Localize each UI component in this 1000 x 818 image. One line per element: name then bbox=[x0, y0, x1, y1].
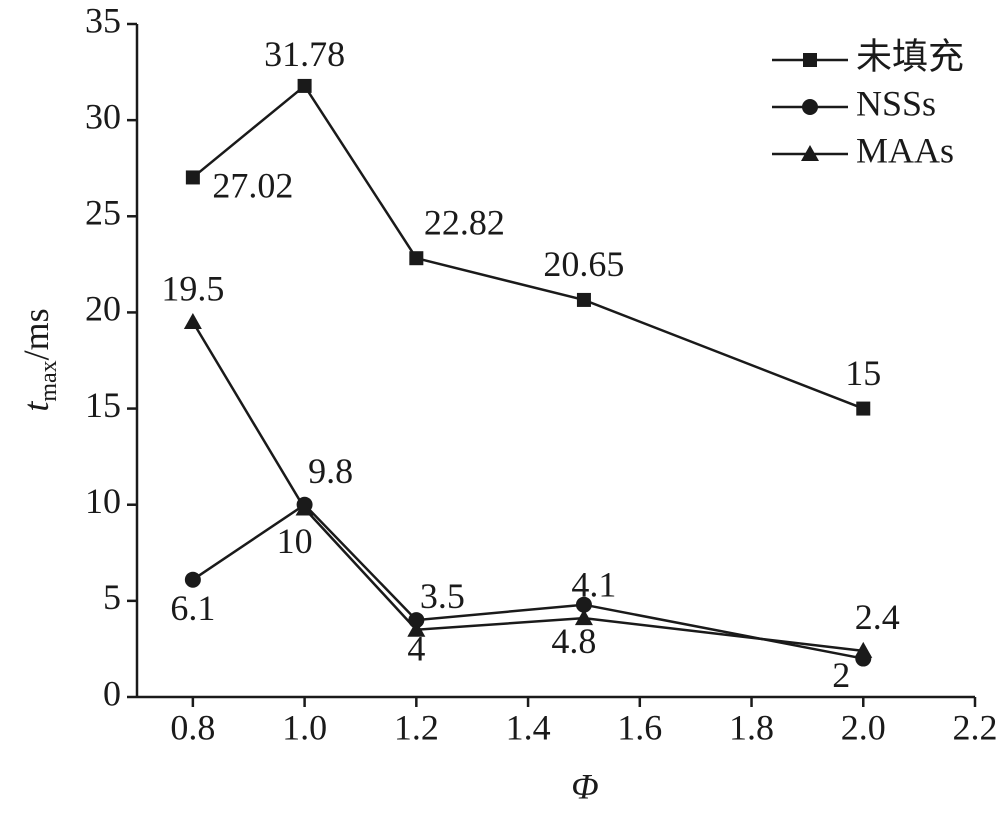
data-label: 27.02 bbox=[212, 166, 293, 206]
series-line bbox=[192, 84, 864, 410]
legend-marker bbox=[802, 99, 818, 115]
data-label: 3.5 bbox=[420, 576, 465, 616]
y-label-sub: max bbox=[36, 360, 62, 401]
x-tick-label: 2.0 bbox=[841, 707, 886, 747]
y-tick-label: 25 bbox=[85, 193, 121, 233]
marker bbox=[295, 499, 314, 516]
y-axis-label: tmax/ms bbox=[16, 308, 61, 411]
data-label: 15 bbox=[845, 353, 881, 393]
marker bbox=[297, 78, 312, 93]
data-label: 22.82 bbox=[424, 202, 505, 242]
legend-label: NSSs bbox=[856, 83, 936, 123]
data-label: 10 bbox=[277, 521, 313, 561]
data-label: 4.1 bbox=[571, 564, 616, 604]
y-tick-label: 10 bbox=[85, 481, 121, 521]
marker bbox=[183, 313, 202, 330]
data-label: 31.78 bbox=[264, 34, 345, 74]
x-tick-label: 1.4 bbox=[506, 707, 551, 747]
data-label: 4 bbox=[407, 628, 425, 668]
y-tick-label: 0 bbox=[103, 673, 121, 713]
legend-label: MAAs bbox=[856, 130, 954, 170]
y-tick-label: 15 bbox=[85, 385, 121, 425]
data-label: 20.65 bbox=[543, 244, 624, 284]
marker bbox=[409, 251, 424, 266]
data-label: 9.8 bbox=[308, 451, 353, 491]
data-label: 19.5 bbox=[161, 268, 224, 308]
marker bbox=[856, 401, 871, 416]
data-label: 6.1 bbox=[170, 588, 215, 628]
legend-marker bbox=[801, 145, 819, 161]
y-tick-label: 5 bbox=[103, 577, 121, 617]
y-tick-label: 20 bbox=[85, 289, 121, 329]
marker bbox=[407, 620, 426, 637]
legend-label: 未填充 bbox=[856, 36, 964, 76]
legend-marker bbox=[803, 53, 817, 67]
data-label: 4.8 bbox=[551, 621, 596, 661]
x-tick-label: 2.2 bbox=[953, 707, 998, 747]
x-tick-label: 1.0 bbox=[282, 707, 327, 747]
marker bbox=[576, 292, 591, 307]
marker bbox=[408, 612, 425, 629]
y-tick-label: 35 bbox=[85, 0, 121, 40]
x-tick-label: 0.8 bbox=[170, 707, 215, 747]
x-tick-label: 1.2 bbox=[394, 707, 439, 747]
marker bbox=[575, 596, 592, 613]
x-axis-label: Φ bbox=[571, 766, 598, 806]
marker bbox=[574, 609, 593, 626]
y-label-unit: /ms bbox=[16, 308, 56, 360]
data-label: 2.4 bbox=[855, 597, 900, 637]
y-tick-label: 30 bbox=[85, 96, 121, 136]
marker bbox=[854, 641, 873, 658]
series-line bbox=[191, 321, 864, 653]
marker bbox=[184, 571, 201, 588]
y-label-main: t bbox=[16, 401, 56, 412]
data-label: 2 bbox=[832, 655, 850, 695]
x-tick-label: 1.6 bbox=[617, 707, 662, 747]
x-tick-label: 1.8 bbox=[729, 707, 774, 747]
marker bbox=[185, 170, 200, 185]
